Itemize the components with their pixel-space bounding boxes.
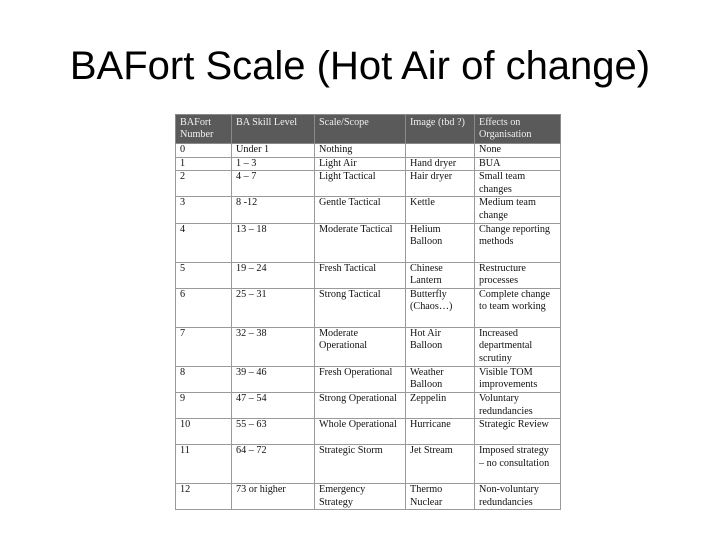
table-row: 4 13 – 18 Moderate Tactical Helium Ballo… xyxy=(175,222,561,263)
cell-ba-skill-level: 25 – 31 xyxy=(231,287,315,328)
cell-ba-skill-level: 55 – 63 xyxy=(231,418,315,446)
cell-scale-scope: Emergency Strategy xyxy=(314,483,406,511)
header-bafort-number: BAFort Number xyxy=(175,114,232,144)
cell-ba-skill-level: 4 – 7 xyxy=(231,170,315,198)
cell-bafort-number: 8 xyxy=(175,365,232,393)
slide-title: BAFort Scale (Hot Air of change) xyxy=(69,44,651,88)
cell-ba-skill-level: 47 – 54 xyxy=(231,391,315,420)
cell-ba-skill-level: 13 – 18 xyxy=(231,222,315,263)
table-row: 2 4 – 7 Light Tactical Hair dryer Small … xyxy=(175,170,561,198)
cell-bafort-number: 12 xyxy=(175,483,232,511)
cell-image: Weather Balloon xyxy=(405,365,475,393)
cell-effects: Small team changes xyxy=(474,170,561,198)
cell-image: Hot Air Balloon xyxy=(405,326,475,367)
table-row: 1 1 – 3 Light Air Hand dryer BUA xyxy=(175,156,561,172)
cell-scale-scope: Strong Tactical xyxy=(314,287,406,328)
cell-scale-scope: Strong Operational xyxy=(314,391,406,420)
cell-effects: Voluntary redundancies xyxy=(474,391,561,420)
table-row: 6 25 – 31 Strong Tactical Butterfly (Cha… xyxy=(175,287,561,328)
cell-bafort-number: 5 xyxy=(175,261,232,289)
cell-effects: Non-voluntary redundancies xyxy=(474,483,561,511)
cell-scale-scope: Moderate Operational xyxy=(314,326,406,367)
cell-bafort-number: 11 xyxy=(175,444,232,485)
cell-scale-scope: Strategic Storm xyxy=(314,444,406,485)
cell-scale-scope: Moderate Tactical xyxy=(314,222,406,263)
table-header-row: BAFort Number BA Skill Level Scale/Scope… xyxy=(175,114,561,144)
table-row: 9 47 – 54 Strong Operational Zeppelin Vo… xyxy=(175,391,561,420)
table-row: 7 32 – 38 Moderate Operational Hot Air B… xyxy=(175,326,561,367)
cell-effects: Increased departmental scrutiny xyxy=(474,326,561,367)
cell-bafort-number: 3 xyxy=(175,196,232,224)
header-ba-skill-level: BA Skill Level xyxy=(231,114,315,144)
table-row: 5 19 – 24 Fresh Tactical Chinese Lantern… xyxy=(175,261,561,289)
cell-effects: Change reporting methods xyxy=(474,222,561,263)
cell-image: Thermo Nuclear xyxy=(405,483,475,511)
cell-scale-scope: Nothing xyxy=(314,143,406,158)
cell-bafort-number: 9 xyxy=(175,391,232,420)
cell-image: Hair dryer xyxy=(405,170,475,198)
table-row: 0 Under 1 Nothing None xyxy=(175,143,561,158)
table-row: 3 8 -12 Gentle Tactical Kettle Medium te… xyxy=(175,196,561,224)
cell-ba-skill-level: 39 – 46 xyxy=(231,365,315,393)
header-scale-scope: Scale/Scope xyxy=(314,114,406,144)
cell-scale-scope: Fresh Tactical xyxy=(314,261,406,289)
cell-effects: Visible TOM improvements xyxy=(474,365,561,393)
cell-ba-skill-level: 64 – 72 xyxy=(231,444,315,485)
cell-bafort-number: 10 xyxy=(175,418,232,446)
header-image: Image (tbd ?) xyxy=(405,114,475,144)
cell-bafort-number: 2 xyxy=(175,170,232,198)
cell-effects: None xyxy=(474,143,561,158)
cell-scale-scope: Whole Operational xyxy=(314,418,406,446)
cell-effects: Restructure processes xyxy=(474,261,561,289)
table-row: 12 73 or higher Emergency Strategy Therm… xyxy=(175,483,561,511)
cell-image: Butterfly (Chaos…) xyxy=(405,287,475,328)
cell-image: Chinese Lantern xyxy=(405,261,475,289)
cell-ba-skill-level: 8 -12 xyxy=(231,196,315,224)
table-row: 10 55 – 63 Whole Operational Hurricane S… xyxy=(175,418,561,446)
cell-scale-scope: Light Tactical xyxy=(314,170,406,198)
cell-bafort-number: 1 xyxy=(175,156,232,172)
cell-image: Hand dryer xyxy=(405,156,475,172)
cell-ba-skill-level: 32 – 38 xyxy=(231,326,315,367)
cell-ba-skill-level: Under 1 xyxy=(231,143,315,158)
cell-scale-scope: Gentle Tactical xyxy=(314,196,406,224)
cell-bafort-number: 7 xyxy=(175,326,232,367)
cell-ba-skill-level: 19 – 24 xyxy=(231,261,315,289)
cell-bafort-number: 4 xyxy=(175,222,232,263)
cell-image xyxy=(405,143,475,158)
cell-bafort-number: 0 xyxy=(175,143,232,158)
table-row: 8 39 – 46 Fresh Operational Weather Ball… xyxy=(175,365,561,393)
cell-image: Hurricane xyxy=(405,418,475,446)
cell-effects: Complete change to team working xyxy=(474,287,561,328)
cell-image: Jet Stream xyxy=(405,444,475,485)
cell-effects: Imposed strategy – no consultation xyxy=(474,444,561,485)
cell-image: Kettle xyxy=(405,196,475,224)
cell-scale-scope: Light Air xyxy=(314,156,406,172)
cell-image: Zeppelin xyxy=(405,391,475,420)
cell-ba-skill-level: 1 – 3 xyxy=(231,156,315,172)
cell-ba-skill-level: 73 or higher xyxy=(231,483,315,511)
cell-effects: BUA xyxy=(474,156,561,172)
header-effects-on-organisation: Effects on Organisation xyxy=(474,114,561,144)
cell-effects: Medium team change xyxy=(474,196,561,224)
cell-effects: Strategic Review xyxy=(474,418,561,446)
cell-scale-scope: Fresh Operational xyxy=(314,365,406,393)
cell-image: Helium Balloon xyxy=(405,222,475,263)
bafort-scale-table: BAFort Number BA Skill Level Scale/Scope… xyxy=(175,114,561,511)
cell-bafort-number: 6 xyxy=(175,287,232,328)
bafort-scale-table-container: BAFort Number BA Skill Level Scale/Scope… xyxy=(175,114,561,511)
table-row: 11 64 – 72 Strategic Storm Jet Stream Im… xyxy=(175,444,561,485)
